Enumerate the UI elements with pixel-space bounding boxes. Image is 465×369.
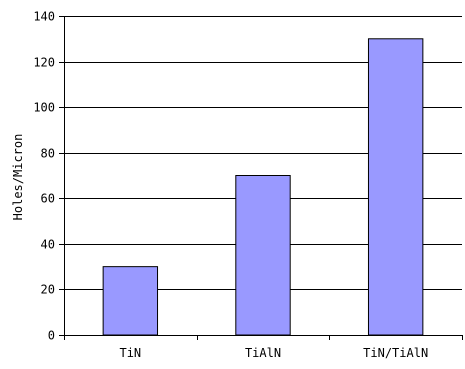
x-tick-labels: TiN TiAlN TiN/TiAlN [119,346,428,360]
y-tick-label: 60 [41,192,55,206]
axes [59,16,463,340]
x-tick-label: TiAlN [245,346,281,360]
bar-tialn [235,175,291,336]
x-tick-label: TiN/TiAlN [363,346,428,360]
y-tick-label: 0 [48,329,55,343]
y-tick-label: 40 [41,238,55,252]
y-tick-label: 20 [41,283,55,297]
y-axis-label: Holes/Micron [11,134,25,221]
bars [102,38,424,336]
y-tick-label: 80 [41,147,55,161]
y-tick-labels: 0 20 40 60 80 100 120 140 [33,10,55,343]
bar-tin [102,266,159,336]
y-tick-label: 100 [33,101,55,115]
x-tick-label: TiN [119,346,141,360]
y-tick-label: 120 [33,56,55,70]
y-tick-label: 140 [33,10,55,24]
bar-tin-tialn [367,38,424,336]
